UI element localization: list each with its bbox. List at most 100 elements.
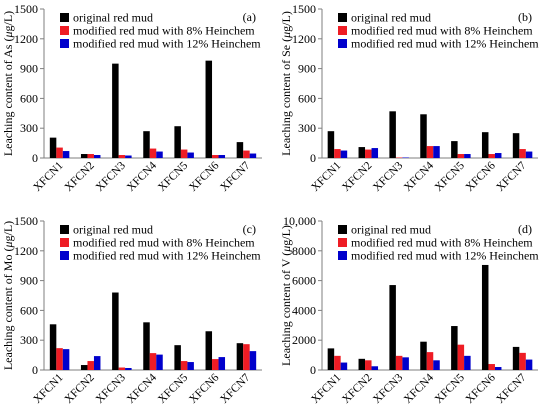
x-tick-label: XFCN2	[340, 159, 374, 193]
bar-XFCN1-s1	[56, 147, 63, 158]
legend-label: modified red mud with 12% Heinchem	[73, 37, 261, 51]
bar-XFCN1-s0	[49, 137, 57, 158]
y-tick-label: 900	[20, 62, 38, 76]
bar-XFCN6-s1	[488, 154, 495, 158]
legend-swatch	[60, 251, 69, 260]
legend-swatch	[338, 225, 347, 234]
y-axis-title-part: μ	[279, 246, 293, 253]
y-tick-label: 600	[20, 91, 38, 105]
bar-XFCN4-s2	[156, 151, 163, 158]
panel-label: (c)	[243, 222, 256, 236]
bar-XFCN7-s1	[243, 344, 250, 370]
bar-XFCN5-s0	[451, 326, 458, 370]
legend-label: modified red mud with 8% Heinchem	[351, 236, 533, 250]
bar-XFCN7-s1	[519, 352, 526, 370]
legend-swatch	[60, 238, 69, 247]
bar-XFCN6-s2	[218, 357, 226, 370]
bar-XFCN4-s0	[143, 131, 150, 158]
y-axis-title: Leaching content of As (μg/L)	[1, 11, 15, 156]
panel-label: (b)	[518, 10, 532, 24]
bar-XFCN2-s1	[87, 154, 94, 158]
bar-XFCN2-s1	[365, 360, 372, 370]
y-axis-title-part: Leaching content of Se (	[279, 38, 293, 156]
x-tick-label: XFCN2	[63, 371, 97, 405]
legend-label: original red mud	[351, 223, 431, 237]
y-axis-title: Leaching content of Mo (μg/L)	[1, 221, 15, 370]
bar-XFCN1-s2	[340, 150, 348, 158]
bar-XFCN6-s2	[494, 367, 502, 370]
bar-XFCN3-s1	[118, 155, 126, 158]
y-tick-label: 4000	[292, 303, 316, 317]
panel-label: (d)	[518, 222, 532, 236]
bar-XFCN2-s1	[365, 149, 372, 158]
bar-XFCN4-s0	[420, 114, 427, 158]
legend-label: original red mud	[73, 223, 153, 237]
bar-XFCN7-s0	[236, 343, 244, 370]
bar-XFCN7-s0	[236, 142, 244, 158]
x-tick-label: XFCN3	[371, 371, 405, 405]
bar-XFCN2-s2	[371, 148, 379, 158]
bar-XFCN1-s1	[56, 348, 63, 370]
legend-label: modified red mud with 8% Heinchem	[351, 24, 533, 38]
bar-XFCN1-s2	[62, 349, 70, 370]
x-tick-label: XFCN3	[371, 159, 405, 193]
bar-XFCN1-s2	[340, 362, 348, 370]
bar-XFCN5-s2	[464, 154, 471, 158]
bar-XFCN5-s2	[187, 362, 194, 370]
y-tick-label: 10,000	[283, 214, 316, 228]
bar-XFCN6-s2	[494, 153, 502, 158]
legend-swatch	[60, 225, 69, 234]
bar-XFCN5-s1	[180, 361, 188, 370]
y-axis-title-part: g/L)	[1, 221, 15, 242]
x-tick-label: XFCN7	[494, 371, 528, 405]
bar-XFCN6-s1	[488, 364, 495, 370]
bar-XFCN3-s0	[112, 63, 119, 159]
x-tick-label: XFCN2	[63, 159, 97, 193]
bar-XFCN5-s2	[464, 355, 471, 370]
bar-XFCN4-s2	[156, 354, 163, 370]
bar-XFCN2-s0	[358, 358, 366, 370]
bar-XFCN4-s1	[149, 148, 157, 158]
bar-XFCN3-s2	[125, 155, 132, 158]
legend-label: modified red mud with 12% Heinchem	[351, 249, 539, 263]
bar-XFCN2-s0	[358, 147, 366, 158]
y-axis-title: Leaching content of Se (μg/L)	[279, 11, 293, 156]
x-tick-label: XFCN6	[187, 371, 221, 405]
legend-swatch	[60, 26, 69, 35]
bar-XFCN4-s1	[426, 352, 434, 370]
bar-XFCN4-s0	[420, 341, 427, 370]
legend-swatch	[60, 13, 69, 22]
x-tick-label: XFCN5	[156, 371, 190, 405]
x-tick-label: XFCN4	[125, 371, 159, 405]
y-tick-label: 600	[20, 303, 38, 317]
bar-XFCN6-s0	[481, 264, 489, 370]
x-tick-label: XFCN3	[94, 159, 128, 193]
bar-XFCN6-s0	[481, 132, 489, 158]
y-axis-title-part: g/L)	[1, 11, 15, 32]
bar-XFCN3-s1	[395, 355, 403, 370]
y-axis-title-part: μ	[279, 32, 293, 39]
x-tick-label: XFCN6	[187, 159, 221, 193]
y-tick-label: 6000	[292, 274, 316, 288]
legend-swatch	[338, 13, 347, 22]
x-tick-label: XFCN7	[218, 371, 252, 405]
x-tick-label: XFCN5	[433, 371, 467, 405]
bar-XFCN6-s0	[205, 60, 213, 158]
bar-XFCN5-s0	[174, 126, 181, 158]
bar-XFCN7-s2	[525, 151, 533, 158]
bar-XFCN3-s0	[389, 111, 396, 158]
x-tick-label: XFCN7	[218, 159, 252, 193]
bar-XFCN1-s1	[334, 355, 341, 370]
bar-XFCN4-s1	[426, 146, 434, 158]
x-tick-label: XFCN4	[402, 371, 436, 405]
x-tick-label: XFCN5	[156, 159, 190, 193]
bar-XFCN6-s0	[205, 331, 213, 370]
x-tick-label: XFCN6	[464, 371, 498, 405]
x-tick-label: XFCN7	[494, 159, 528, 193]
bar-XFCN4-s2	[433, 360, 440, 370]
legend-label: modified red mud with 12% Heinchem	[73, 249, 261, 263]
y-axis-title-part: g/L)	[279, 225, 293, 246]
